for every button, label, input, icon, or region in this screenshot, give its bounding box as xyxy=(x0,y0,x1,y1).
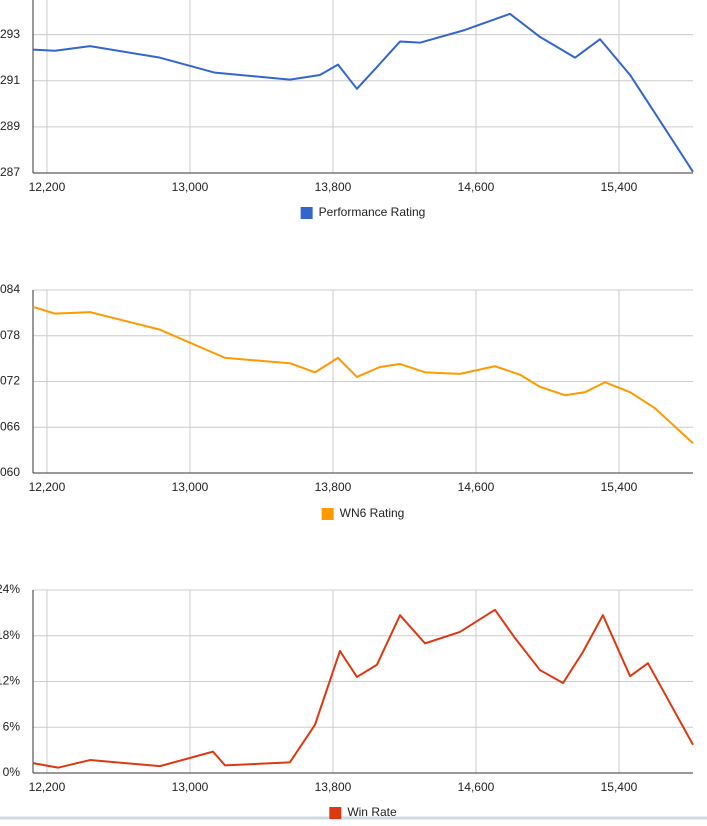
x-tick-label: 14,600 xyxy=(458,780,495,794)
y-tick-label: 1084 xyxy=(0,282,20,296)
x-tick-label: 13,000 xyxy=(172,180,209,194)
y-tick-label: 6% xyxy=(3,719,21,733)
y-tick-label: 18% xyxy=(0,628,20,642)
x-tick-label: 13,000 xyxy=(172,480,209,494)
y-tick-label: 0% xyxy=(3,765,21,779)
y-tick-label: 1060 xyxy=(0,465,20,479)
series-line xyxy=(32,12,694,173)
x-tick-label: 14,600 xyxy=(458,180,495,194)
y-tick-label: 1287 xyxy=(0,165,20,179)
legend-label: Performance Rating xyxy=(319,205,426,219)
x-tick-label: 14,600 xyxy=(458,480,495,494)
x-tick-label: 13,800 xyxy=(315,480,352,494)
x-tick-label: 13,800 xyxy=(315,780,352,794)
chart: 0% 6% 12% 18% 24% 12,200 13,000 13,800 14,600 15,… xyxy=(0,582,694,819)
legend-swatch xyxy=(321,508,334,520)
y-tick-label: 1289 xyxy=(0,119,20,133)
x-tick-label: 12,200 xyxy=(29,480,66,494)
y-tick-label: 24% xyxy=(0,582,20,596)
x-tick-label: 13,000 xyxy=(172,780,209,794)
series-line xyxy=(32,608,694,769)
y-tick-label: 1291 xyxy=(0,73,20,87)
y-tick-label: 1066 xyxy=(0,419,20,433)
y-tick-label: 1078 xyxy=(0,328,20,342)
legend-label: Win Rate xyxy=(347,805,397,819)
x-tick-label: 13,800 xyxy=(315,180,352,194)
legend-swatch xyxy=(329,807,342,819)
x-tick-label: 15,400 xyxy=(601,480,638,494)
x-tick-label: 15,400 xyxy=(601,780,638,794)
legend-swatch xyxy=(300,207,313,219)
legend-label: WN6 Rating xyxy=(340,506,405,520)
y-tick-label: 1072 xyxy=(0,374,20,388)
chart: 1060 1066 1072 1078 1084 12,200 13,000 13,800 14… xyxy=(0,282,694,520)
y-tick-label: 12% xyxy=(0,674,20,688)
x-tick-label: 12,200 xyxy=(29,780,66,794)
series-line xyxy=(32,305,694,444)
x-tick-label: 12,200 xyxy=(29,180,66,194)
x-tick-label: 15,400 xyxy=(601,180,638,194)
